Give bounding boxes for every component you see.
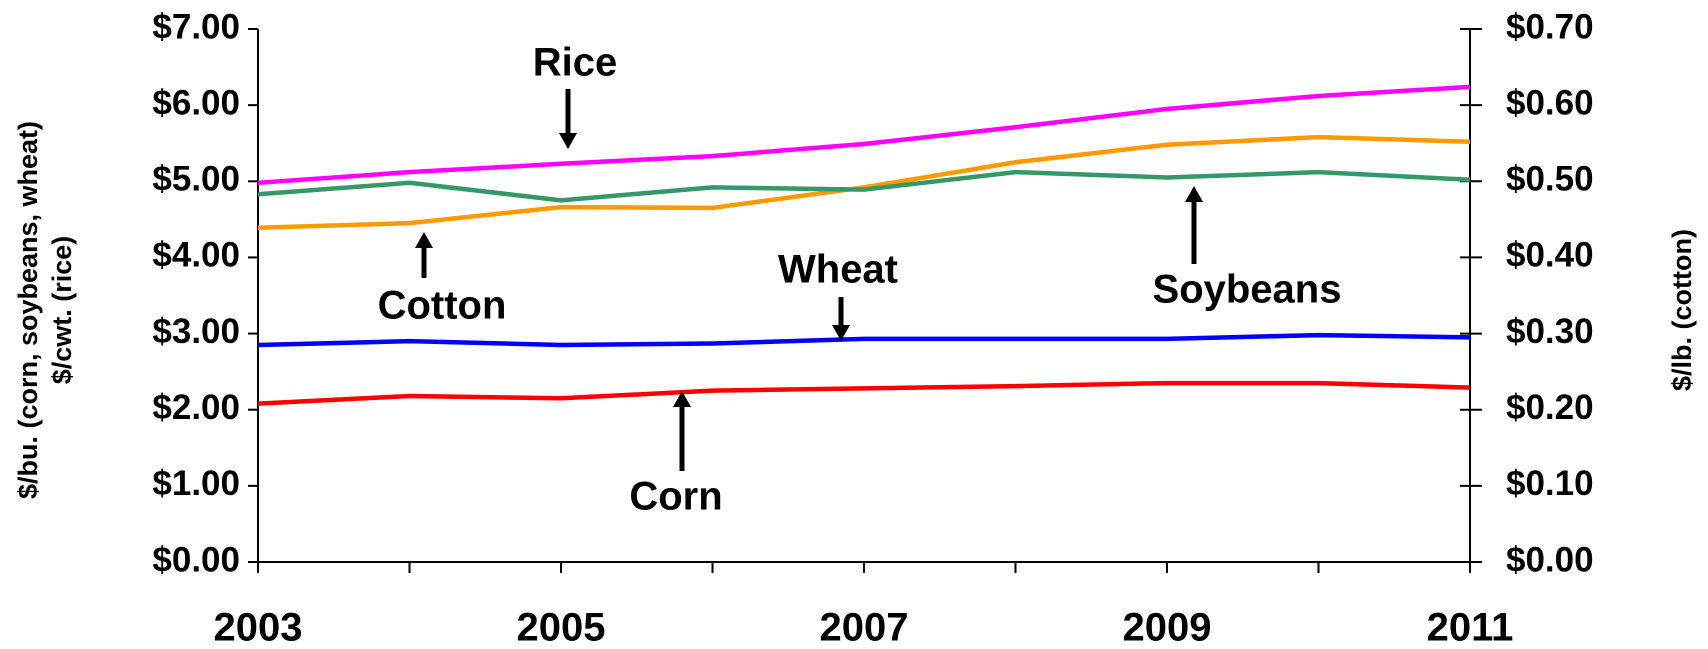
y2-tick-label: $0.60 [1506,83,1594,122]
y2-axis-label: $/lb. (cotton) [1667,229,1697,391]
series-line [257,84,1471,186]
x-tick-label: 2007 [820,606,909,649]
x-tick-label: 2009 [1123,606,1212,649]
arrow-head [832,325,850,341]
series-line [257,380,1471,406]
y-tick-label: $3.00 [152,312,240,351]
y-tick-label: $4.00 [152,236,240,275]
y-axis-label: $/bu. (corn, soybeans, wheat) [13,121,43,499]
annotation: Cotton [378,284,507,328]
y2-tick-label: $0.40 [1506,236,1594,275]
arrow-head [673,391,691,407]
y2-tick-label: $0.20 [1506,388,1594,427]
annotation: Soybeans [1153,268,1342,312]
y-tick-label: $1.00 [152,464,240,503]
y2-tick-label: $0.10 [1506,464,1594,503]
y2-tick-label: $0.00 [1506,540,1594,579]
x-tick-label: 2005 [517,606,606,649]
annotation: Wheat [778,248,898,292]
series-line [257,134,1471,230]
y-tick-label: $5.00 [152,160,240,199]
x-tick-label: 2011 [1427,606,1514,649]
y2-tick-label: $0.70 [1506,7,1594,46]
series-line [257,169,1471,203]
annotation: Rice [533,41,618,85]
y-tick-label: $2.00 [152,388,240,427]
x-tick-label: 2003 [214,606,303,649]
arrow-head [1185,186,1203,202]
arrow-head [415,232,433,248]
y2-tick-label: $0.50 [1506,160,1594,199]
y2-tick-label: $0.30 [1506,312,1594,351]
y-tick-label: $0.00 [152,540,240,579]
y-tick-label: $7.00 [152,7,240,46]
y-axis-label: $/cwt. (rice) [47,236,77,385]
y-tick-label: $6.00 [152,83,240,122]
arrow-head [559,133,577,149]
series-line [257,332,1471,348]
annotation: Corn [629,475,722,519]
